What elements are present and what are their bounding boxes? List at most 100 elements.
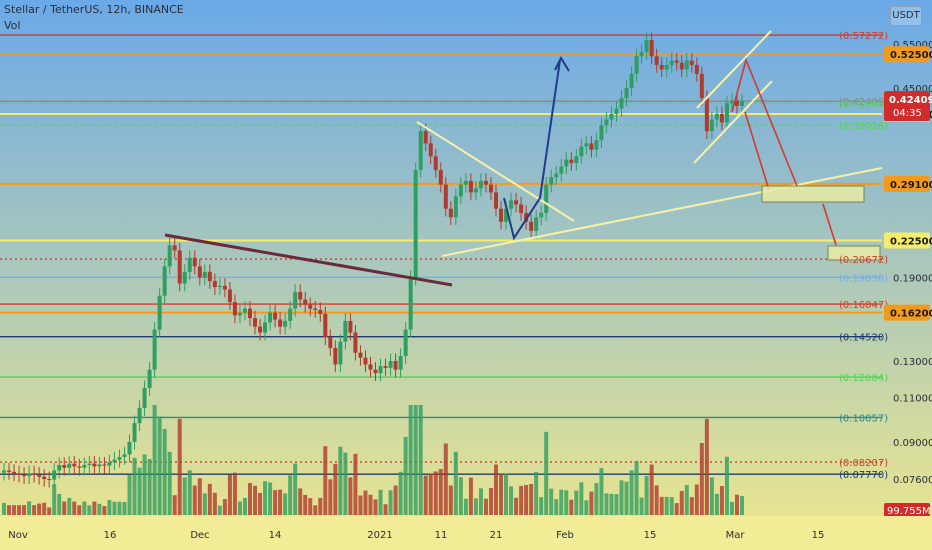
x-tick-label: 15 bbox=[812, 530, 825, 541]
volume-bar bbox=[483, 498, 488, 515]
candle-body bbox=[408, 277, 413, 330]
volume-bar bbox=[283, 493, 288, 515]
candle-body bbox=[348, 320, 353, 333]
candle-body bbox=[268, 312, 273, 323]
candle-body bbox=[57, 464, 62, 471]
candle-body bbox=[473, 188, 478, 193]
candle-body bbox=[303, 299, 308, 305]
candle-body bbox=[72, 463, 77, 467]
channel-upper-line bbox=[696, 30, 772, 109]
volume-bar bbox=[689, 497, 694, 515]
candle-body bbox=[97, 464, 102, 467]
candle-body bbox=[423, 131, 428, 144]
volume-bar bbox=[308, 498, 313, 515]
volume-bar bbox=[664, 496, 669, 515]
candle-body bbox=[724, 103, 729, 123]
volume-bar bbox=[383, 504, 388, 515]
volume-bar bbox=[514, 497, 519, 515]
candle-body bbox=[62, 464, 67, 468]
candle-body bbox=[283, 320, 288, 327]
volume-bar bbox=[177, 418, 182, 515]
blue-projection-arrow bbox=[503, 59, 561, 241]
candle-body bbox=[689, 60, 694, 65]
volume-bar bbox=[639, 497, 644, 515]
candle-body bbox=[217, 285, 222, 288]
volume-bar bbox=[453, 451, 458, 515]
descending-trendline bbox=[416, 121, 575, 222]
volume-bar bbox=[534, 471, 539, 515]
candle-body bbox=[47, 479, 52, 480]
level-label: (0.20672) bbox=[839, 255, 888, 266]
candle-body bbox=[207, 271, 212, 282]
candle-body bbox=[308, 304, 313, 309]
candle-body bbox=[248, 308, 252, 319]
volume-bar bbox=[97, 503, 102, 515]
candle-body bbox=[569, 159, 574, 164]
volume-bar bbox=[539, 497, 544, 515]
candle-body bbox=[589, 143, 594, 150]
candle-body bbox=[529, 221, 534, 231]
volume-bar bbox=[418, 405, 423, 515]
candle-body bbox=[453, 196, 458, 218]
candle-body bbox=[704, 98, 709, 132]
volume-bar bbox=[519, 485, 524, 515]
ascending-trendline bbox=[441, 167, 883, 257]
volume-bar bbox=[544, 431, 549, 515]
volume-bar bbox=[82, 501, 87, 515]
candle-body bbox=[584, 143, 589, 147]
candle-body bbox=[52, 470, 57, 480]
candle-body bbox=[107, 462, 112, 466]
volume-bar bbox=[714, 493, 719, 515]
x-tick-label: 11 bbox=[435, 530, 448, 541]
candle-body bbox=[273, 312, 278, 320]
volume-bar bbox=[112, 501, 117, 515]
candle-body bbox=[443, 184, 448, 209]
volume-bar bbox=[293, 463, 298, 515]
volume-bar bbox=[398, 471, 403, 515]
candle-body bbox=[699, 73, 704, 99]
volume-bar bbox=[478, 488, 483, 515]
candle-body bbox=[729, 100, 734, 104]
candle-body bbox=[7, 470, 12, 472]
volume-bar bbox=[72, 501, 77, 515]
volume-bar bbox=[122, 501, 127, 515]
candle-body bbox=[318, 309, 323, 315]
volume-bar bbox=[273, 490, 278, 515]
x-tick-label: 15 bbox=[644, 530, 657, 541]
x-tick-label: 21 bbox=[490, 530, 503, 541]
candle-body bbox=[147, 369, 152, 388]
candle-body bbox=[433, 156, 438, 171]
current-price-badge bbox=[884, 91, 930, 122]
volume-bar bbox=[353, 453, 358, 515]
volume-bar bbox=[358, 495, 363, 515]
x-tick-label: Feb bbox=[556, 530, 574, 541]
volume-bar bbox=[684, 484, 689, 515]
currency-button[interactable]: USDT bbox=[890, 6, 922, 26]
volume-bar bbox=[207, 483, 212, 515]
candle-body bbox=[222, 285, 227, 290]
candle-body bbox=[644, 40, 649, 53]
volume-indicator-label[interactable]: Vol bbox=[4, 19, 21, 32]
volume-bar bbox=[313, 505, 318, 515]
volume-bar bbox=[423, 475, 428, 515]
volume-bar bbox=[428, 473, 433, 515]
x-tick-label: 16 bbox=[104, 530, 117, 541]
candle-body bbox=[669, 60, 674, 65]
volume-bar bbox=[719, 486, 724, 515]
candle-body bbox=[499, 208, 504, 222]
candle-body bbox=[519, 204, 524, 213]
volume-bar bbox=[142, 454, 147, 515]
volume-bar bbox=[589, 491, 594, 515]
candle-body bbox=[488, 184, 493, 193]
volume-bar bbox=[92, 501, 97, 515]
candle-body bbox=[378, 366, 383, 374]
candle-body bbox=[383, 366, 388, 368]
candle-body bbox=[483, 180, 488, 185]
candle-body bbox=[740, 101, 744, 106]
volume-bar bbox=[594, 483, 599, 515]
price-badge bbox=[884, 232, 930, 249]
volume-bar bbox=[102, 506, 107, 515]
